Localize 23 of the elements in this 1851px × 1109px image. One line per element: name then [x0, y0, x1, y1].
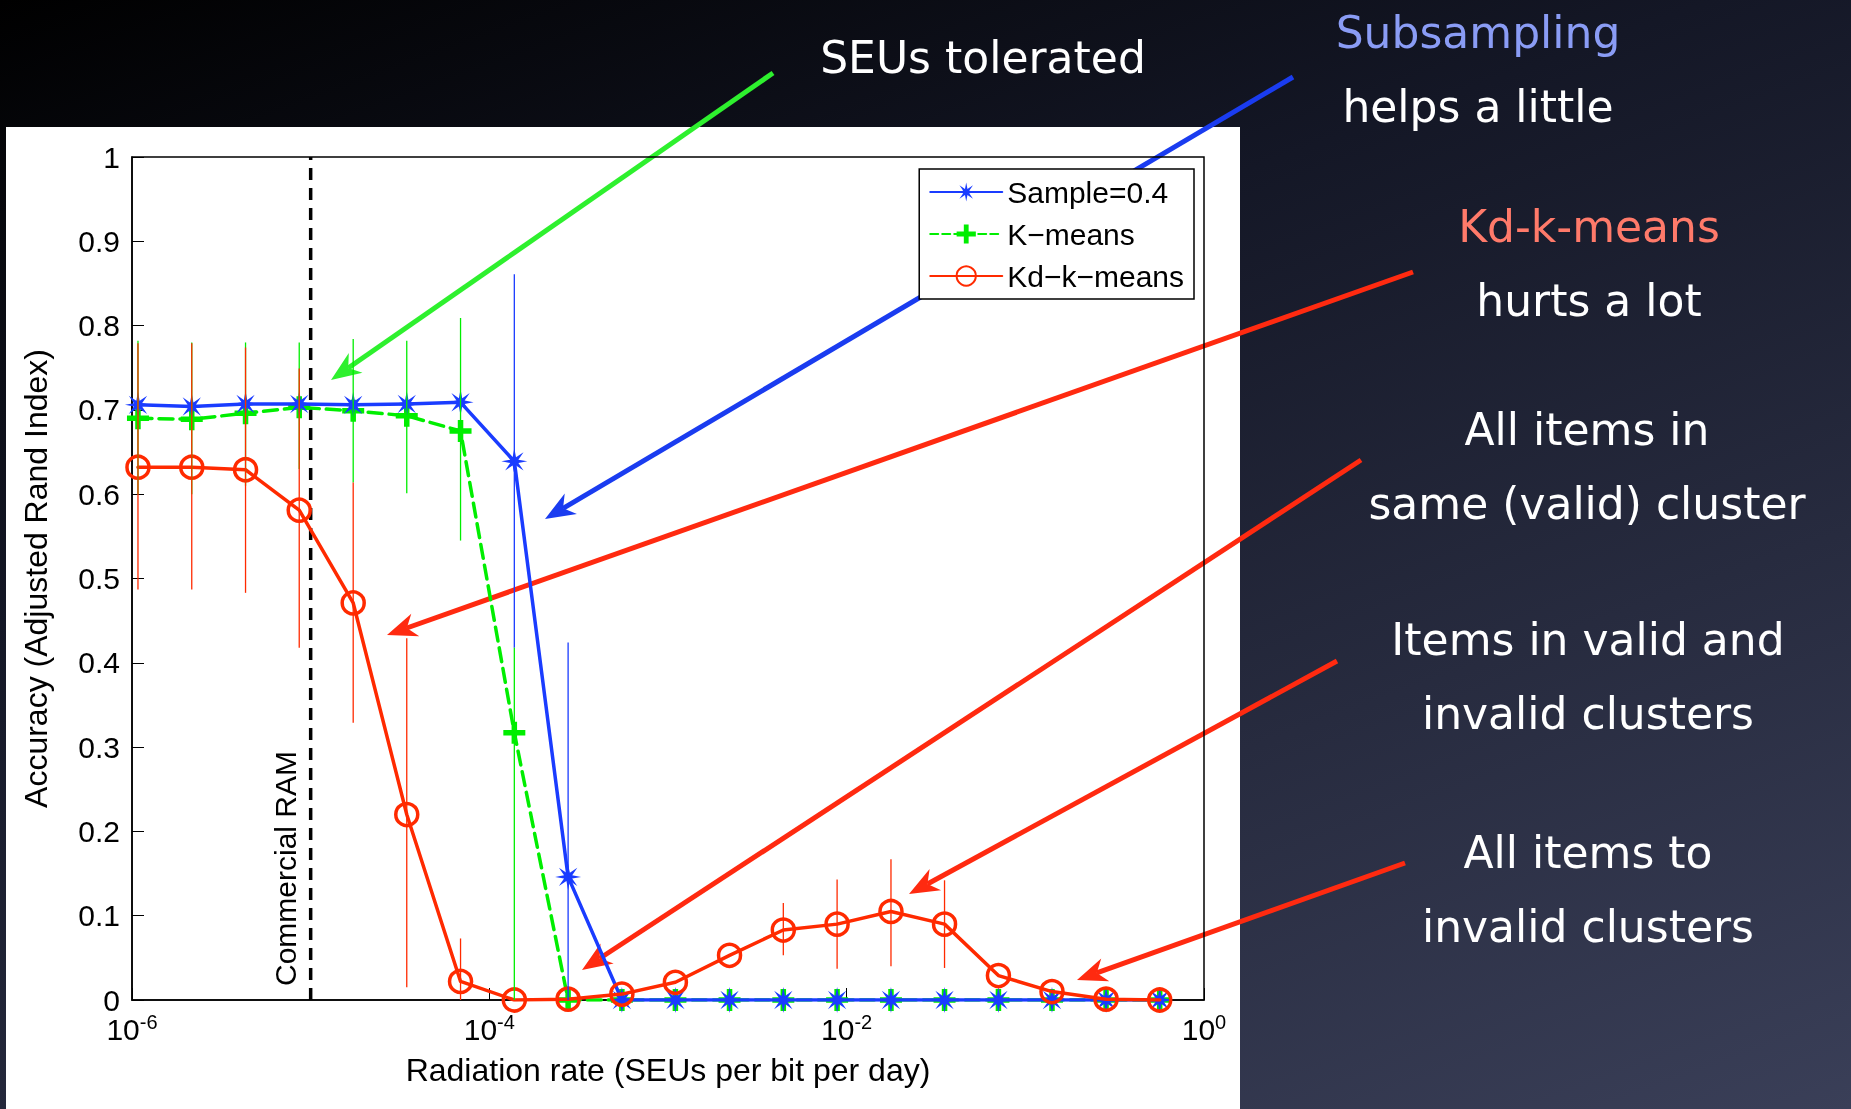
text: All items in same (valid) cluster	[1368, 404, 1807, 529]
y-tick-label: 0.7	[78, 393, 120, 427]
ref-line-label: Commercial RAM	[269, 750, 303, 986]
y-tick-label: 0.2	[78, 814, 120, 848]
y-tick-label: 1	[103, 140, 120, 174]
text: Subsampling helps a little	[1335, 7, 1621, 132]
text: Items in valid and invalid clusters	[1391, 614, 1785, 739]
text: All items to invalid clusters	[1421, 827, 1755, 952]
legend-label: Kd−k−means	[1007, 259, 1184, 293]
y-tick-label: 0.3	[78, 730, 120, 764]
y-tick-label: 0	[103, 983, 120, 1017]
legend-label: K−means	[1007, 217, 1135, 251]
y-tick-label: 0.4	[78, 646, 120, 680]
text: Kd-k-means hurts a lot	[1458, 201, 1720, 326]
y-tick-label: 0.6	[78, 477, 120, 511]
text: SEUs tolerated	[820, 32, 1146, 83]
y-tick-label: 0.9	[78, 224, 120, 258]
y-tick-label: 0.5	[78, 562, 120, 595]
y-axis-title: Accuracy (Adjusted Rand Index)	[18, 349, 54, 808]
y-tick-label: 0.1	[78, 899, 120, 933]
y-tick-label: 0.8	[78, 309, 120, 343]
legend-label: Sample=0.4	[1007, 175, 1169, 209]
x-axis-title: Radiation rate (SEUs per bit per day)	[405, 1052, 931, 1088]
